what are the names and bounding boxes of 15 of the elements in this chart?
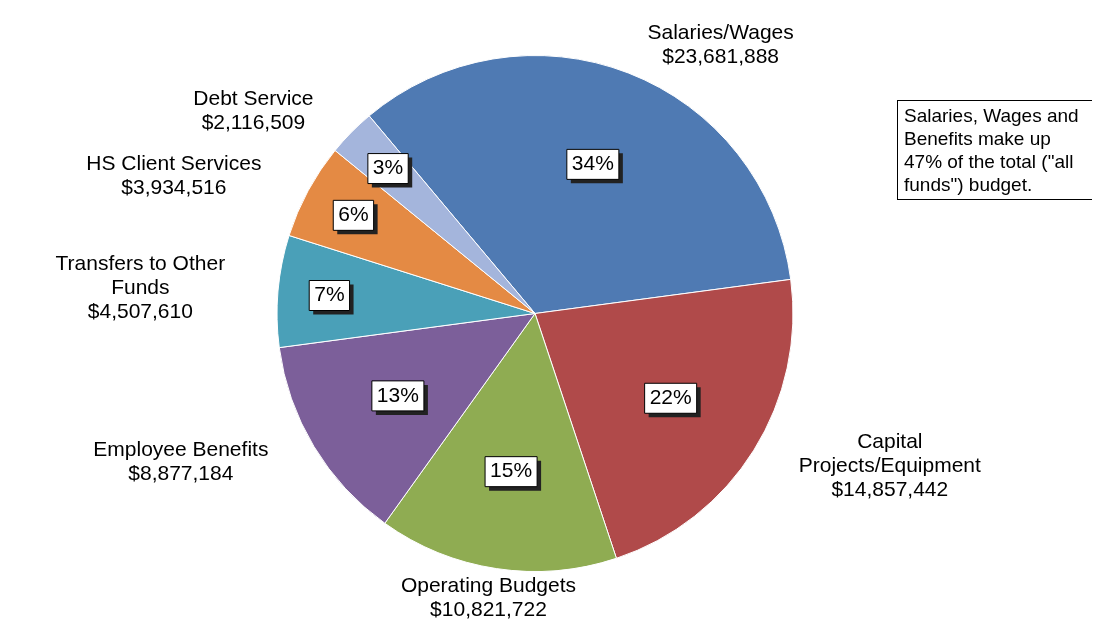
data-label: 3% (372, 155, 404, 179)
slice-label: Operating Budgets $10,821,722 (400, 573, 577, 621)
slice-label: Salaries/Wages $23,681,888 (647, 19, 794, 67)
slice-label: Transfers to Other Funds $4,507,610 (55, 251, 226, 323)
data-label: 34% (571, 151, 614, 175)
data-label: 22% (649, 385, 692, 409)
data-label: 15% (490, 458, 533, 482)
text: Salaries, Wages and Benefits make up 47% of the total ("all funds") budget. (897, 100, 1092, 200)
data-label: 13% (376, 382, 419, 406)
data-label: 7% (314, 282, 345, 306)
slice-label: HS Client Services $3,934,516 (86, 151, 262, 199)
slice-label: Employee Benefits $8,877,184 (93, 436, 269, 484)
slice-label: Capital Projects/Equipment $14,857,442 (798, 428, 982, 500)
data-label: 6% (338, 202, 369, 226)
slice-label: Debt Service $2,116,509 (193, 86, 314, 134)
